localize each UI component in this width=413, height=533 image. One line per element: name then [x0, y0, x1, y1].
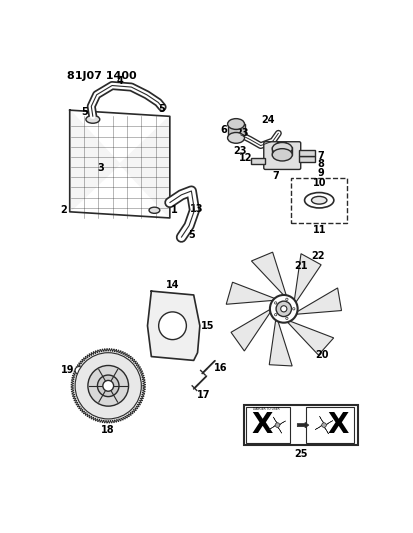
Text: 5: 5 — [81, 108, 88, 117]
Ellipse shape — [304, 192, 333, 208]
Circle shape — [275, 423, 279, 427]
Text: 12: 12 — [238, 153, 252, 163]
Text: 19: 19 — [61, 366, 75, 375]
Polygon shape — [325, 421, 332, 425]
FancyBboxPatch shape — [263, 142, 300, 169]
Text: X: X — [326, 411, 348, 439]
Text: 16: 16 — [214, 363, 227, 373]
Polygon shape — [71, 349, 145, 423]
Text: 1: 1 — [171, 205, 178, 215]
Circle shape — [75, 367, 83, 374]
Circle shape — [285, 317, 287, 319]
Polygon shape — [251, 252, 285, 295]
Ellipse shape — [85, 116, 100, 123]
Ellipse shape — [272, 142, 292, 155]
Polygon shape — [287, 321, 333, 355]
Polygon shape — [296, 288, 341, 314]
Ellipse shape — [272, 149, 292, 161]
Text: 15: 15 — [200, 321, 214, 331]
Text: 11: 11 — [312, 225, 325, 235]
Text: 5: 5 — [188, 230, 194, 240]
Circle shape — [88, 366, 128, 406]
Text: 22: 22 — [311, 252, 324, 262]
Circle shape — [97, 375, 119, 397]
Polygon shape — [319, 416, 323, 423]
Bar — [245, 407, 290, 443]
Text: 13: 13 — [190, 204, 203, 214]
Text: 20: 20 — [315, 350, 328, 360]
Text: 10: 10 — [312, 177, 325, 188]
Circle shape — [274, 302, 276, 304]
Polygon shape — [147, 291, 199, 360]
Bar — [243, 405, 357, 445]
FancyArrow shape — [297, 422, 308, 428]
Circle shape — [285, 298, 287, 301]
Polygon shape — [314, 425, 321, 430]
Text: 14: 14 — [165, 280, 179, 290]
Text: X: X — [251, 411, 272, 439]
Ellipse shape — [311, 196, 326, 204]
Text: DANGER TO USER: DANGER TO USER — [253, 407, 279, 411]
Polygon shape — [273, 417, 277, 423]
Bar — [299, 150, 314, 156]
Text: 21: 21 — [293, 262, 307, 271]
Polygon shape — [323, 427, 328, 434]
Circle shape — [102, 381, 113, 391]
Polygon shape — [269, 425, 275, 429]
Circle shape — [280, 306, 286, 312]
Text: 7: 7 — [272, 171, 279, 181]
Circle shape — [275, 301, 291, 317]
Polygon shape — [279, 421, 285, 425]
Text: 3: 3 — [97, 163, 104, 173]
Bar — [227, 124, 244, 138]
Text: 81J07 1400: 81J07 1400 — [66, 71, 136, 81]
Ellipse shape — [227, 119, 244, 130]
Polygon shape — [69, 110, 169, 218]
Text: 17: 17 — [197, 390, 210, 400]
Bar — [299, 156, 314, 161]
Circle shape — [269, 295, 297, 322]
Circle shape — [321, 423, 325, 427]
Circle shape — [292, 308, 294, 310]
Text: 4: 4 — [116, 76, 123, 86]
Bar — [251, 158, 265, 164]
Polygon shape — [294, 254, 320, 302]
Text: 6: 6 — [220, 125, 227, 135]
Circle shape — [274, 313, 276, 316]
Circle shape — [75, 353, 141, 419]
Ellipse shape — [227, 133, 244, 143]
Ellipse shape — [149, 207, 159, 213]
Bar — [272, 147, 292, 155]
Polygon shape — [268, 320, 292, 366]
Text: 23: 23 — [233, 146, 246, 156]
Polygon shape — [277, 427, 281, 433]
Text: 23: 23 — [235, 128, 248, 138]
Text: 7: 7 — [317, 151, 323, 161]
Polygon shape — [225, 282, 274, 304]
Polygon shape — [230, 310, 270, 351]
Text: 23: 23 — [275, 142, 288, 152]
Text: 8: 8 — [316, 159, 323, 169]
Text: 9: 9 — [317, 168, 323, 179]
Bar — [306, 407, 353, 443]
Text: 2: 2 — [60, 205, 67, 215]
Bar — [291, 178, 346, 223]
Text: 5: 5 — [158, 103, 165, 114]
Text: 25: 25 — [293, 449, 307, 459]
Text: 18: 18 — [101, 425, 115, 435]
Circle shape — [158, 312, 186, 340]
Text: 24: 24 — [261, 115, 275, 125]
